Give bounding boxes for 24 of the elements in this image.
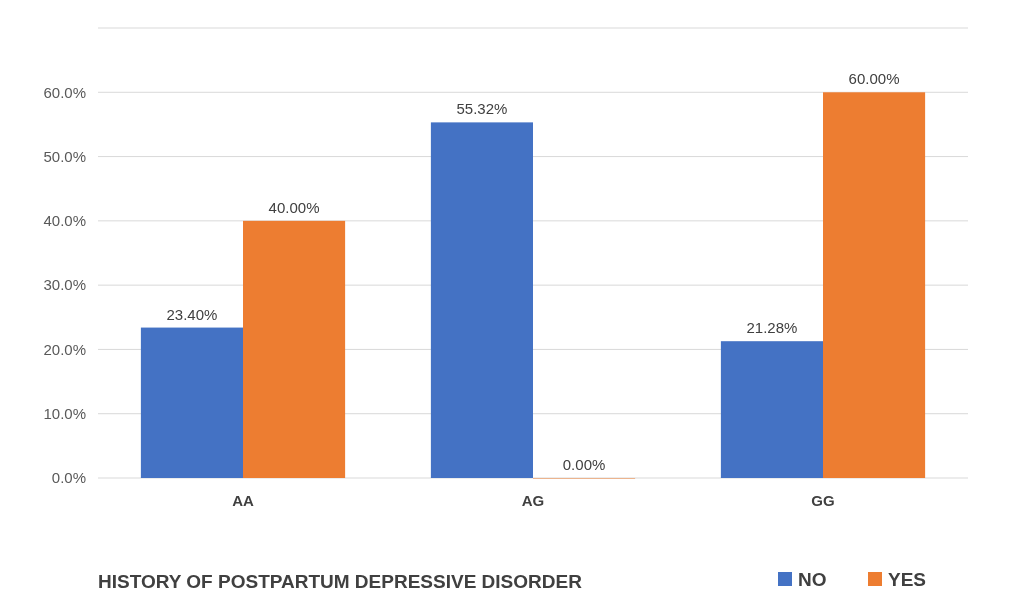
data-label: 60.00% (848, 70, 900, 88)
y-tick-label: 40.0% (43, 212, 86, 230)
y-tick-label: 50.0% (43, 147, 86, 165)
y-tick-label: 30.0% (43, 276, 86, 294)
data-label: 0.00% (562, 456, 606, 473)
bar (430, 122, 533, 478)
legend-label: NO (798, 568, 827, 590)
x-axis-title: HISTORY OF POSTPARTUM DEPRESSIVE DISORDER (98, 571, 583, 592)
y-tick-label: 10.0% (43, 404, 86, 422)
x-tick-label: GG (811, 492, 835, 509)
bar (720, 341, 823, 478)
y-tick-label: 60.0% (43, 83, 86, 101)
bar (823, 92, 926, 478)
data-label: 23.40% (166, 305, 218, 323)
y-tick-label: 0.0% (51, 469, 86, 487)
x-tick-label: AA (232, 492, 254, 509)
bar (243, 220, 346, 478)
legend-label: YES (888, 568, 927, 590)
x-tick-label: AG (521, 492, 545, 509)
bar (140, 327, 243, 478)
y-tick-label: 20.0% (43, 340, 86, 358)
data-label: 21.28% (746, 319, 798, 337)
data-label: 55.32% (456, 100, 508, 118)
data-label: 40.00% (268, 198, 320, 216)
